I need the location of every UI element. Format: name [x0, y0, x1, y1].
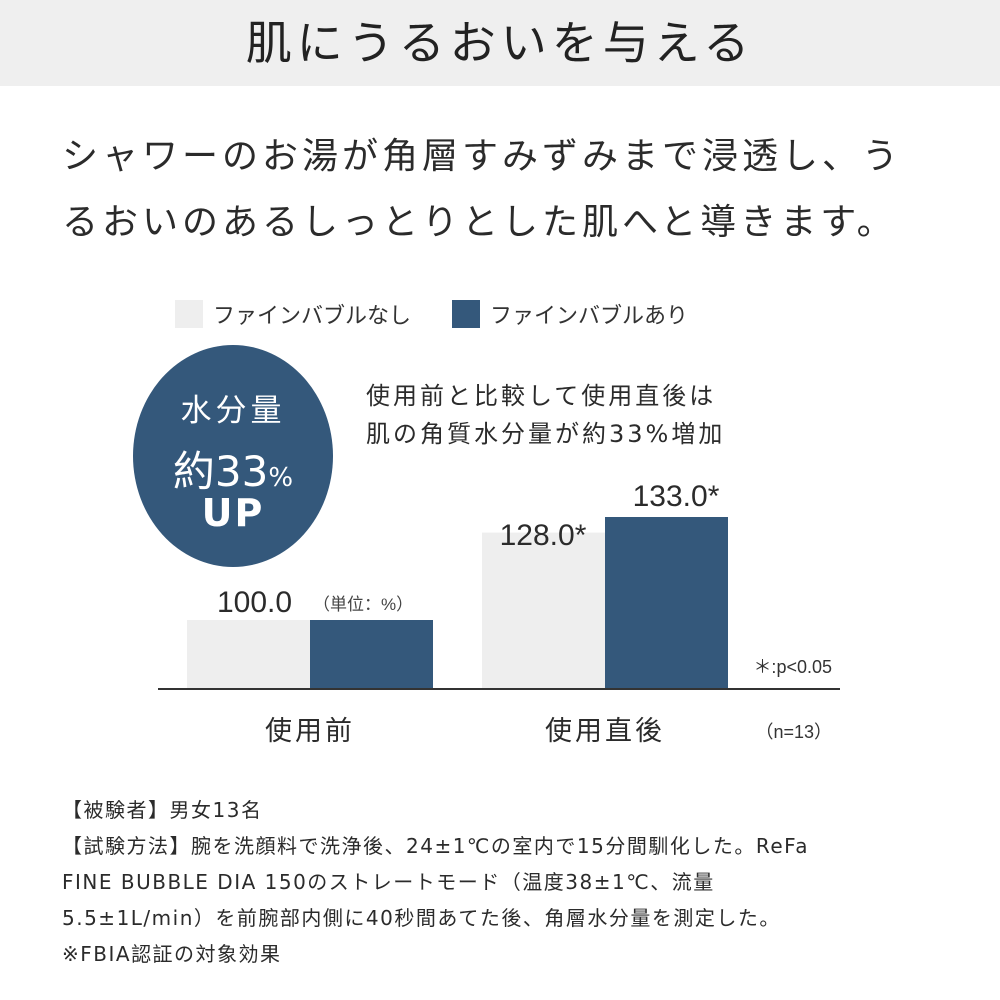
legend-label-with: ファインバブルあり — [490, 304, 689, 329]
moisture-badge: 水分量 約33% UP — [133, 345, 333, 567]
significance-note: ＊:p<0.05 — [753, 657, 832, 677]
data-label-after-with: 133.0* — [633, 480, 720, 513]
notes-line-4: 5.5±1L/min）を前腕部内側に40秒間あてた後、角層水分量を測定した。 — [62, 906, 781, 930]
notes-line-1: 【被験者】男女13名 — [62, 798, 263, 822]
x-tick-label-0: 使用前 — [265, 716, 355, 746]
header-band — [0, 0, 1000, 86]
badge-number: 33 — [214, 447, 269, 496]
bar-with-0 — [310, 620, 433, 689]
notes-line-5: ※FBIA認証の対象効果 — [62, 942, 282, 966]
annotation-line-1: 使用前と比較して使用直後は — [366, 382, 717, 410]
badge-percent: % — [268, 463, 294, 493]
badge-line-2: 約33% — [133, 438, 333, 499]
badge-line-1: 水分量 — [180, 393, 286, 429]
x-tick-label-1: 使用直後 — [545, 716, 665, 746]
legend-item-without: ファインバブルなし — [175, 298, 411, 330]
data-label-before: 100.0 — [217, 586, 292, 619]
data-label-after-without: 128.0* — [500, 519, 587, 552]
description-line-2: るおいのあるしっとりとした肌へと導きます。 — [62, 202, 897, 243]
sample-size-note: （n=13） — [755, 722, 832, 742]
badge-prefix: 約 — [172, 447, 215, 496]
legend-swatch-with — [452, 300, 480, 328]
bar-without-0 — [187, 620, 310, 689]
description-line-1: シャワーのお湯が角層すみずみまで浸透し、う — [62, 136, 903, 177]
bar-with-1 — [605, 517, 728, 689]
test-notes: 【被験者】男女13名 【試験方法】腕を洗顔料で洗浄後、24±1℃の室内で15分間… — [62, 792, 809, 972]
unit-label: （単位：%） — [313, 595, 413, 614]
legend-item-with: ファインバブルあり — [452, 298, 688, 330]
bar-without-1 — [482, 532, 605, 689]
legend-swatch-without — [175, 300, 203, 328]
page-title: 肌にうるおいを与える — [245, 16, 755, 70]
legend-label-without: ファインバブルなし — [213, 304, 412, 329]
notes-line-3: FINE BUBBLE DIA 150のストレートモード（温度38±1℃、流量 — [62, 870, 715, 894]
annotation-line-2: 肌の角質水分量が約33%増加 — [366, 420, 726, 448]
notes-line-2: 【試験方法】腕を洗顔料で洗浄後、24±1℃の室内で15分間馴化した。ReFa — [62, 834, 810, 858]
badge-line-3: UP — [201, 491, 265, 535]
